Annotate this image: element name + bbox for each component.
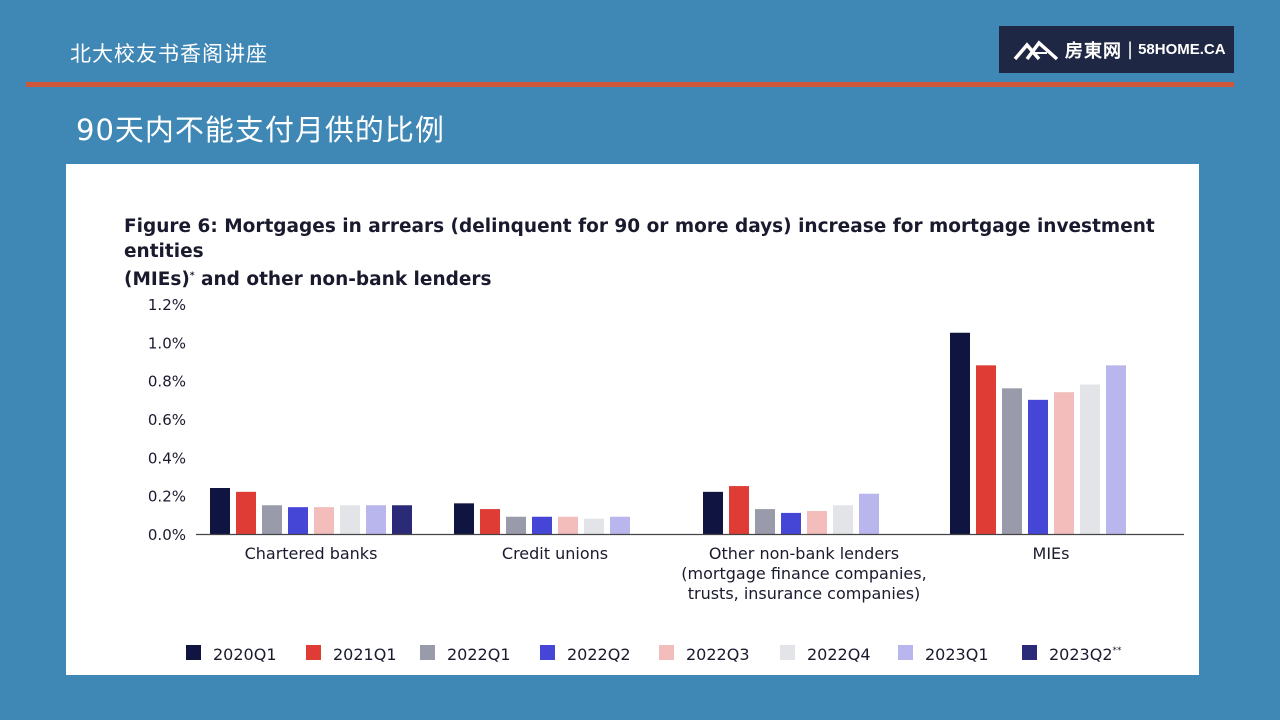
legend-label: 2022Q2 bbox=[567, 645, 631, 664]
legend-label: 2022Q4 bbox=[807, 645, 871, 664]
x-category-label: Chartered banks bbox=[245, 544, 378, 563]
legend-swatch bbox=[186, 645, 201, 660]
logo-brand-text: 房東网 bbox=[1065, 40, 1122, 62]
brand-logo[interactable]: 房東网 | 58HOME.CA bbox=[999, 26, 1234, 73]
bar bbox=[1106, 365, 1126, 534]
legend-label: 2022Q1 bbox=[447, 645, 511, 664]
figure-title: Figure 6: Mortgages in arrears (delinque… bbox=[124, 214, 1194, 292]
bar bbox=[314, 507, 334, 534]
legend-label: 2022Q3 bbox=[686, 645, 750, 664]
y-tick-label: 1.0% bbox=[148, 334, 186, 352]
bar bbox=[610, 516, 630, 534]
bar bbox=[807, 511, 827, 534]
figure-title-line1: Figure 6: Mortgages in arrears (delinque… bbox=[124, 216, 1155, 262]
chart-panel: Figure 6: Mortgages in arrears (delinque… bbox=[66, 164, 1199, 675]
bar bbox=[454, 503, 474, 534]
bar bbox=[366, 505, 386, 534]
slide-title: 90天内不能支付月供的比例 bbox=[76, 113, 445, 147]
y-tick-label: 0.6% bbox=[148, 411, 186, 429]
bar bbox=[833, 505, 853, 534]
legend-swatch bbox=[659, 645, 674, 660]
y-tick-label: 1.2% bbox=[148, 296, 186, 314]
legend-label: 2023Q1 bbox=[925, 645, 989, 664]
bar bbox=[558, 516, 578, 534]
legend-swatch bbox=[420, 645, 435, 660]
bar bbox=[703, 491, 723, 534]
bar bbox=[210, 488, 230, 534]
bar bbox=[1002, 388, 1022, 534]
bar-chart: 0.0% 0.2% 0.4% 0.6% 0.8% 1.0% 1.2% Chartered ba… bbox=[148, 296, 1184, 664]
x-category-label: MIEs bbox=[1033, 544, 1070, 563]
y-tick-label: 0.8% bbox=[148, 373, 186, 391]
bar bbox=[950, 332, 970, 534]
x-category-label: Other non-bank lenders bbox=[709, 544, 899, 563]
y-tick-label: 0.4% bbox=[148, 449, 186, 467]
bar bbox=[1054, 392, 1074, 534]
y-tick-label: 0.2% bbox=[148, 488, 186, 506]
header-divider bbox=[26, 82, 1234, 87]
bar bbox=[506, 516, 526, 534]
legend-label: 2020Q1 bbox=[213, 645, 277, 664]
legend-swatch bbox=[1022, 645, 1037, 660]
bar bbox=[262, 505, 282, 534]
bar bbox=[288, 507, 308, 534]
bar bbox=[392, 505, 412, 534]
bar bbox=[1080, 384, 1100, 534]
bar bbox=[584, 518, 604, 534]
legend-swatch bbox=[306, 645, 321, 660]
legend-swatch bbox=[898, 645, 913, 660]
bar bbox=[340, 505, 360, 534]
bar bbox=[480, 509, 500, 534]
logo-site-text: 58HOME.CA bbox=[1138, 41, 1226, 58]
bar bbox=[859, 493, 879, 534]
bar bbox=[729, 486, 749, 534]
house-roof-icon bbox=[1013, 39, 1059, 60]
bar bbox=[976, 365, 996, 534]
legend-swatch bbox=[780, 645, 795, 660]
legend-swatch bbox=[540, 645, 555, 660]
bar bbox=[532, 516, 552, 534]
x-category-label: Credit unions bbox=[502, 544, 608, 563]
y-tick-label: 0.0% bbox=[148, 526, 186, 544]
bar bbox=[236, 491, 256, 534]
bar bbox=[755, 509, 775, 534]
bar bbox=[781, 512, 801, 534]
legend-label: 2023Q2** bbox=[1049, 645, 1122, 664]
figure-title-line2: (MIEs) bbox=[124, 269, 190, 291]
bar bbox=[1028, 399, 1048, 534]
figure-title-line2-rest: and other non-bank lenders bbox=[194, 269, 492, 291]
x-category-label: trusts, insurance companies) bbox=[688, 584, 921, 603]
x-category-label: (mortgage finance companies, bbox=[681, 564, 926, 583]
figure-title-marker: * bbox=[189, 271, 195, 281]
logo-separator: | bbox=[1127, 39, 1134, 60]
lecture-series-title: 北大校友书香阁讲座 bbox=[70, 42, 268, 66]
legend-label: 2021Q1 bbox=[333, 645, 397, 664]
